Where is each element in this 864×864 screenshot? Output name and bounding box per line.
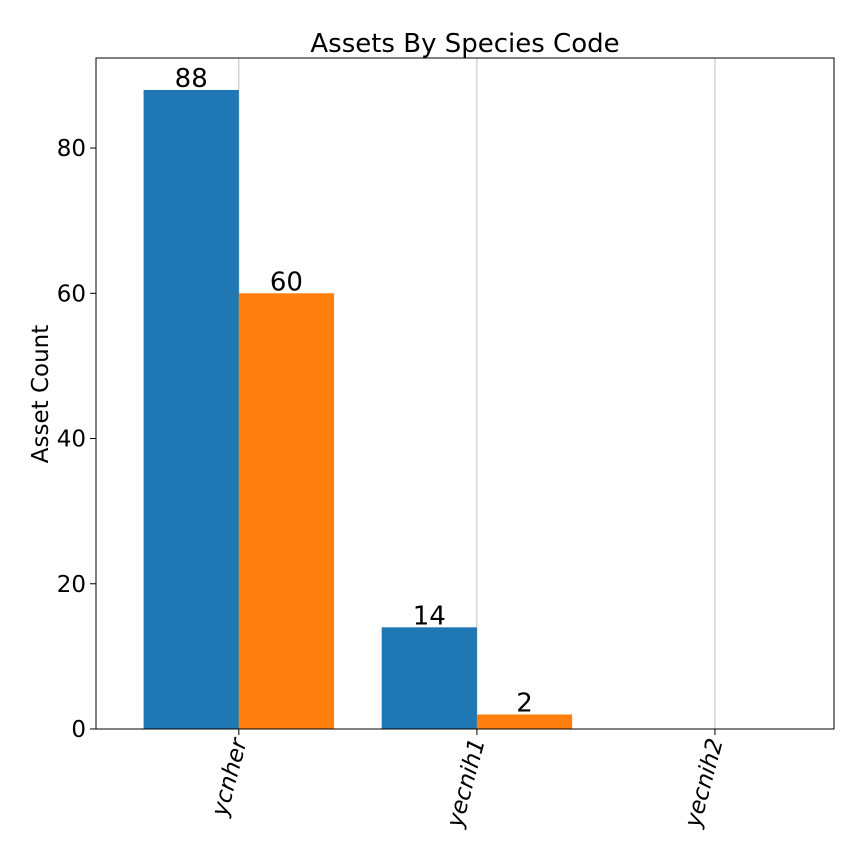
x-tick-label: ycnher xyxy=(207,734,253,820)
bar-value-label: 2 xyxy=(516,688,533,718)
x-tick-label: yecnih1 xyxy=(442,736,491,831)
plot-frame xyxy=(95,57,835,730)
bar-value-label: 14 xyxy=(413,601,446,631)
y-tick-label: 60 xyxy=(57,281,86,307)
bar-value-label: 88 xyxy=(175,64,208,94)
y-tick-label: 40 xyxy=(57,427,86,453)
y-axis-label: Asset Count xyxy=(28,325,54,463)
bar-value-label: 60 xyxy=(270,267,303,297)
y-tick-label: 80 xyxy=(57,136,86,162)
x-tick-label: yecnih2 xyxy=(680,736,729,831)
y-tick-label: 0 xyxy=(71,717,86,743)
chart-title: Assets By Species Code xyxy=(310,29,619,59)
bar-yecnih1-series-1 xyxy=(381,627,477,729)
y-tick-label: 20 xyxy=(57,572,86,598)
bar-ycnher-series-1 xyxy=(143,89,239,729)
bar-yecnih1-series-2 xyxy=(476,714,573,729)
bar-ycnher-series-2 xyxy=(238,293,335,729)
